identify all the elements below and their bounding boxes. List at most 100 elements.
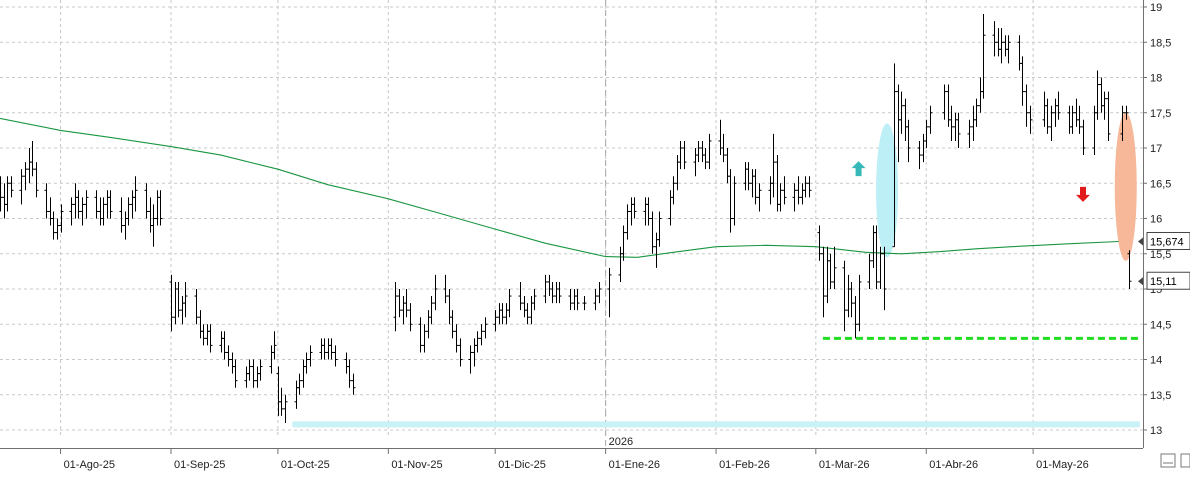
ohlc-bar: [1028, 105, 1033, 134]
ohlc-bar: [543, 274, 548, 304]
ohlc-bar: [956, 112, 961, 148]
ohlc-bar: [44, 183, 49, 219]
ohlc-bar: [483, 317, 488, 339]
ohlc-bar: [678, 140, 683, 170]
ohlc-bar: [746, 162, 751, 191]
ohlc-bar: [1077, 105, 1082, 134]
ohlc-bar: [992, 21, 997, 57]
ohlc-bar: [1024, 84, 1029, 127]
ohlc-bar: [94, 190, 99, 219]
ohlc-bar: [942, 84, 947, 120]
ohlc-bar: [69, 197, 74, 226]
ohlc-bar: [721, 133, 726, 163]
ohlc-bar: [443, 274, 448, 304]
highlight-band-layer: [292, 421, 1140, 428]
ohlc-bar: [899, 91, 904, 134]
ohlc-bar: [906, 119, 911, 163]
ohlc-bar: [999, 28, 1004, 64]
y-tick-label: 16: [1150, 214, 1162, 226]
ohlc-bar: [892, 63, 897, 248]
ohlc-bar: [233, 359, 238, 388]
ohlc-bar: [568, 289, 573, 311]
ohlc-bar: [108, 190, 113, 219]
x-tick-label: 01-Oct-25: [281, 459, 330, 471]
ohlc-bar: [1006, 35, 1011, 64]
ohlc-bar: [650, 211, 655, 254]
ohlc-bar: [422, 324, 427, 353]
ohlc-bar: [55, 218, 60, 240]
ma-value-label-text: 15,674: [1150, 236, 1184, 248]
ohlc-bar: [597, 281, 602, 304]
ohlc-bar: [803, 176, 808, 198]
ohlc-bar: [878, 246, 883, 289]
ohlc-bar: [429, 296, 434, 325]
ohlc-bar: [333, 345, 338, 367]
ohlc-bar: [682, 140, 687, 170]
x-tick-label: 01-Ene-26: [609, 459, 660, 471]
ohlc-bar: [351, 373, 356, 395]
ohlc-bar: [479, 324, 484, 346]
ohlc-bar: [974, 98, 979, 127]
moving-average-layer: [0, 117, 1119, 258]
ohlc-bar: [853, 296, 858, 339]
ohlc-bar: [807, 176, 812, 198]
ohlc-bar: [1124, 105, 1129, 120]
ohlc-bar: [9, 176, 14, 198]
ohlc-bar: [194, 289, 199, 325]
ohlc-bar: [1106, 91, 1111, 141]
breakout-ellipse: [876, 123, 899, 258]
ohlc-bar: [500, 303, 505, 325]
ohlc-bar: [208, 324, 213, 353]
x-tick-label: 01-Ago-25: [64, 459, 115, 471]
panel-icon: [1180, 453, 1190, 468]
ohlc-bar: [728, 169, 733, 233]
ohlc-bar: [322, 338, 327, 360]
ohlc-bar: [347, 359, 352, 388]
ohlc-bar: [757, 183, 762, 212]
ohlc-bar: [1102, 91, 1107, 120]
ohlc-bar: [949, 105, 954, 141]
ohlc-bar: [828, 253, 833, 289]
ohlc-bar: [792, 183, 797, 212]
ohlc-bar: [272, 331, 277, 360]
breakdown-ellipse: [1114, 112, 1137, 261]
moving-average-line: [0, 117, 1119, 258]
grid: [0, 0, 1143, 448]
ohlc-bar: [621, 225, 626, 261]
price-value-label-text: 15,11: [1150, 276, 1177, 288]
ohlc-bar: [397, 289, 402, 318]
ohlc-bar: [771, 133, 776, 198]
price-value-label-pointer: [1138, 277, 1143, 286]
ohlc-bar: [0, 176, 3, 212]
ohlc-bar: [251, 359, 256, 388]
ohlc-bar: [226, 345, 231, 367]
axis-value-labels: 15,674 15,11: [1138, 231, 1190, 290]
ohlc-bar: [924, 119, 929, 148]
ohlc-bar: [304, 352, 309, 374]
ohlc-bar: [671, 176, 676, 205]
ohlc-bar: [1049, 105, 1054, 141]
ohlc-bar: [532, 289, 537, 311]
ohlc-bar: [582, 296, 587, 311]
ohlc-bar: [408, 303, 413, 332]
ohlc-bar: [133, 176, 138, 212]
ohlc-bar: [283, 394, 288, 423]
ohlc-bar: [778, 183, 783, 212]
y-tick-label: 14,5: [1150, 319, 1171, 331]
ohlc-bar: [34, 162, 39, 198]
y-tick-label: 17: [1150, 143, 1162, 155]
ohlc-bar: [857, 274, 862, 332]
ohlc-bar: [5, 176, 10, 212]
ohlc-bar: [308, 345, 313, 367]
ohlc-bar: [404, 289, 409, 318]
arrow-layer: [851, 161, 1090, 202]
x-tick-label: 01-Sep-25: [174, 459, 225, 471]
ohlc-bar: [753, 169, 758, 205]
x-tick-label: 01-Feb-26: [719, 459, 770, 471]
x-tick-label: 01-Dic-25: [498, 459, 546, 471]
y-tick-label: 17,5: [1150, 108, 1171, 120]
ohlc-bar: [632, 197, 637, 219]
ohlc-bar: [732, 176, 737, 226]
